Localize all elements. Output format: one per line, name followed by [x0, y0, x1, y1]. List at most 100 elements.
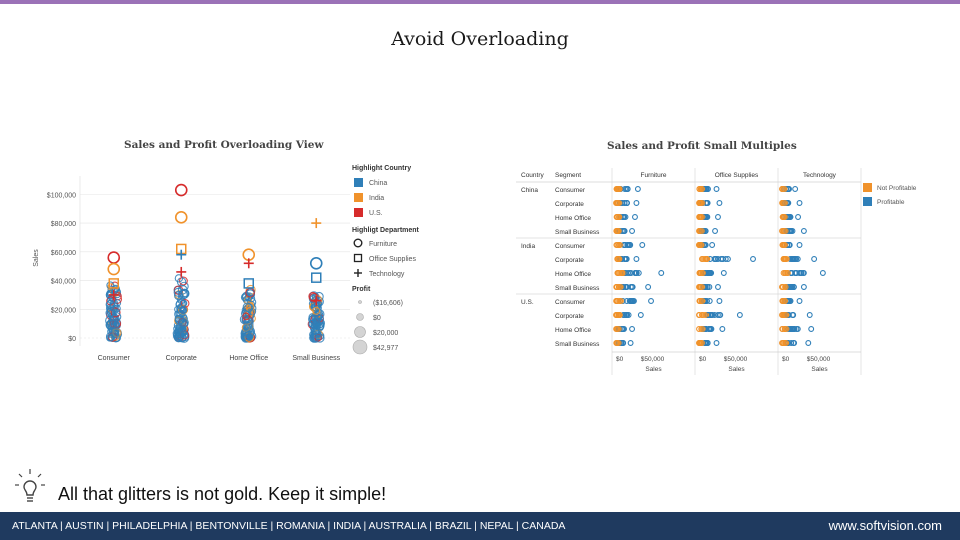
country-label: China [521, 187, 538, 194]
max-sales-point [719, 326, 726, 332]
legend-swatch [863, 197, 872, 206]
max-sales-point [806, 312, 813, 318]
max-sales-point [629, 228, 636, 234]
legend-profit-label: $42,977 [373, 345, 398, 352]
max-sales-point [792, 186, 799, 192]
max-sales-point [713, 186, 720, 192]
max-sales-point [716, 200, 723, 206]
header-department: Furniture [640, 172, 666, 179]
dense-point-cluster [616, 312, 623, 318]
legend-department-label: Office Supplies [369, 256, 416, 263]
x-tick-label: $0 [616, 356, 624, 363]
legend-country-label: U.S. [369, 210, 383, 217]
dense-point-cluster [699, 228, 705, 234]
data-point [110, 307, 121, 318]
max-sales-point [800, 228, 807, 234]
max-sales-point [796, 242, 803, 248]
dense-point-cluster [782, 200, 789, 206]
data-point [313, 311, 323, 320]
dense-point-cluster [616, 284, 624, 290]
max-sales-point [796, 298, 803, 304]
max-sales-point [712, 228, 719, 234]
max-sales-point [716, 298, 723, 304]
data-point [179, 288, 190, 299]
y-tick-label: $60,000 [51, 250, 76, 257]
legend-size-circle [356, 313, 364, 321]
segment-label: Corporate [555, 257, 584, 264]
x-tick-label: $50,000 [807, 356, 831, 363]
highlight-point-technology [311, 218, 322, 229]
legend-swatch [863, 183, 872, 192]
slide-title: Avoid Overloading [391, 28, 569, 50]
small-multiples-chart: Country Segment Furniture $0 $50,000 Sales Off… [516, 168, 917, 375]
data-point [717, 312, 724, 318]
segment-label: Corporate [555, 313, 584, 320]
segment-label: Home Office [555, 327, 591, 334]
legend-country-label: India [369, 195, 384, 202]
max-sales-point [634, 186, 641, 192]
y-tick-label: $20,000 [51, 307, 76, 314]
dense-point-cluster [616, 242, 624, 248]
legend-circle-icon [353, 238, 363, 248]
data-point [719, 256, 726, 262]
segment-label: Small Business [555, 229, 600, 236]
data-point [621, 228, 628, 234]
max-sales-point [715, 284, 721, 290]
max-sales-point [627, 340, 634, 346]
segment-label: Home Office [555, 271, 591, 278]
header-country: Country [521, 172, 545, 179]
dense-point-cluster [782, 228, 789, 234]
data-point [791, 340, 798, 346]
legend-profit-label: $20,000 [373, 330, 398, 337]
x-axis-label: Sales [811, 366, 828, 373]
x-tick-label: $50,000 [724, 356, 748, 363]
data-point [629, 284, 636, 290]
data-point [629, 298, 636, 304]
legend-swatch-china [354, 178, 363, 187]
max-sales-point [715, 214, 721, 220]
data-point [707, 270, 714, 276]
dense-point-cluster [616, 228, 622, 234]
country-label: India [521, 243, 535, 250]
legend-department-title: Highligt Department [352, 227, 420, 234]
data-point [706, 284, 713, 290]
legend-square-icon [353, 253, 363, 263]
dense-point-cluster [782, 340, 790, 346]
highlight-point-office-supplies [243, 278, 254, 289]
footer-website-link[interactable]: www.softvision.com [828, 518, 942, 533]
dense-point-cluster [699, 298, 706, 304]
data-point [105, 308, 115, 318]
dense-point-cluster [699, 256, 710, 262]
x-category-label: Consumer [98, 355, 131, 362]
data-point [179, 306, 188, 315]
highlight-point-technology [176, 249, 187, 260]
data-point [106, 299, 116, 310]
legend-profit-title: Profit [352, 286, 371, 293]
dense-point-cluster [782, 326, 790, 332]
dense-point-cluster [176, 316, 187, 338]
left-chart-title: Sales and Profit Overloading View [124, 139, 324, 151]
max-sales-point [648, 298, 654, 304]
max-sales-point [633, 256, 640, 262]
x-category-label: Corporate [166, 355, 197, 362]
data-point [633, 270, 640, 276]
data-point [173, 287, 183, 297]
legend-label: Not Profitable [877, 185, 917, 192]
dense-point-cluster [699, 340, 706, 346]
header-department: Technology [803, 172, 837, 179]
dense-point-cluster [616, 186, 623, 192]
dense-point-cluster [616, 200, 623, 206]
dense-point-cluster [311, 322, 322, 338]
legend-country-title: Highlight Country [352, 165, 411, 172]
dense-point-cluster [616, 298, 625, 304]
max-sales-point [796, 200, 803, 206]
max-sales-point [750, 256, 756, 262]
highlight-point-furniture [174, 183, 188, 197]
data-point [624, 186, 631, 192]
dense-point-cluster [699, 270, 706, 276]
y-axis-label: Sales [33, 249, 40, 267]
data-point [790, 284, 797, 290]
dense-point-cluster [616, 214, 623, 220]
lightbulb-icon [13, 466, 47, 511]
max-sales-point [800, 284, 807, 290]
